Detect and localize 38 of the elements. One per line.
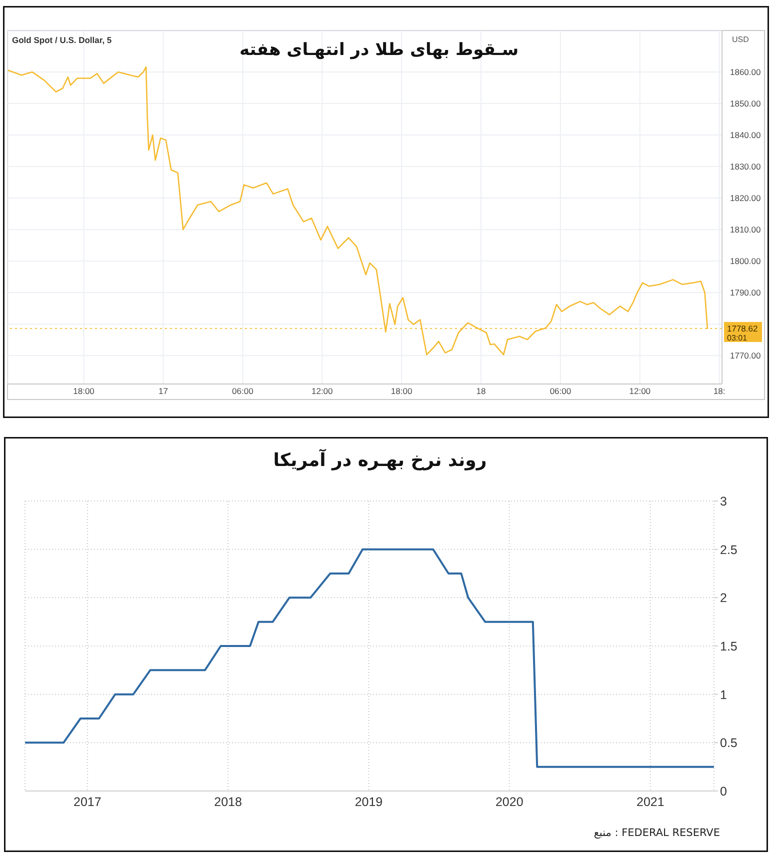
- y-tick-label: 1: [720, 688, 727, 702]
- chart-title: روند نرخ بهـره در آمریکا: [272, 449, 488, 472]
- y-tick-label: 0.5: [720, 736, 738, 750]
- ref-line-label: 1778.62: [727, 323, 758, 334]
- y-tick-label: 1850.00: [730, 98, 761, 109]
- x-tick-label: 2021: [636, 794, 664, 809]
- x-tick-label: 2017: [74, 794, 102, 809]
- x-tick-label: 18:: [713, 386, 726, 396]
- x-tick-label: 12:00: [311, 386, 334, 396]
- y-tick-label: 1770.00: [730, 350, 761, 361]
- line-series: [25, 548, 714, 768]
- text: منبع : FEDERAL RESERVE: [594, 827, 720, 839]
- y-tick-label: 1.5: [720, 639, 738, 654]
- y-tick-label: 1810.00: [730, 224, 761, 235]
- y-tick-label: 1830.00: [730, 162, 761, 172]
- y-tick-label: 3: [720, 494, 727, 508]
- y-tick-label: 1790.00: [730, 288, 761, 298]
- y-tick-label: 1800.00: [730, 256, 761, 266]
- x-tick-label: 18: [476, 386, 486, 396]
- y-tick-label: 1820.00: [730, 193, 761, 204]
- x-tick-label: 06:00: [550, 386, 572, 396]
- x-tick-label: 2020: [495, 794, 524, 809]
- x-tick-label: 06:00: [232, 386, 254, 396]
- y-tick-label: 2.5: [720, 542, 738, 557]
- y-tick-label: 0: [720, 784, 727, 798]
- x-tick-label: 17: [158, 386, 168, 396]
- y-tick-label: 1860.00: [730, 66, 761, 77]
- text: 03:01: [727, 333, 748, 342]
- x-tick-label: 2018: [214, 794, 242, 809]
- y-tick-label: 1840.00: [730, 130, 761, 140]
- text: سـقوط بهای طلا در انتهـای هفته: [239, 40, 519, 60]
- y-axis-title: USD: [732, 35, 749, 44]
- x-tick-label: 18:00: [73, 386, 95, 396]
- x-tick-label: 2019: [354, 794, 383, 809]
- x-tick-label: 18:00: [390, 386, 412, 396]
- x-tick-label: 12:00: [629, 386, 651, 396]
- text: Gold Spot / U.S. Dollar, 5: [12, 35, 112, 45]
- y-tick-label: 2: [720, 591, 727, 606]
